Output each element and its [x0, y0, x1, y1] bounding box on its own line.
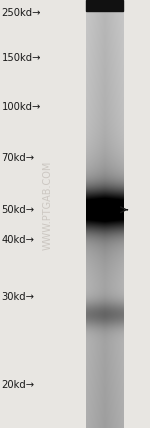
Text: 50kd→: 50kd→	[2, 205, 35, 215]
Text: 40kd→: 40kd→	[2, 235, 34, 245]
Text: 20kd→: 20kd→	[2, 380, 35, 390]
Text: 250kd→: 250kd→	[2, 8, 41, 18]
Bar	[85, 0, 123, 11]
Text: 100kd→: 100kd→	[2, 102, 41, 112]
Text: 150kd→: 150kd→	[2, 53, 41, 63]
Text: WWW.PTGAB.COM: WWW.PTGAB.COM	[43, 161, 53, 250]
Text: 30kd→: 30kd→	[2, 292, 34, 303]
Text: 70kd→: 70kd→	[2, 153, 35, 163]
